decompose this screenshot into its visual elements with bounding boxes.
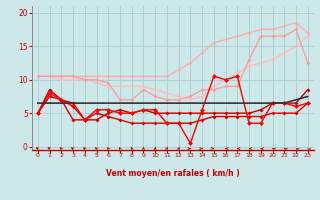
X-axis label: Vent moyen/en rafales ( km/h ): Vent moyen/en rafales ( km/h ) [106, 169, 240, 178]
